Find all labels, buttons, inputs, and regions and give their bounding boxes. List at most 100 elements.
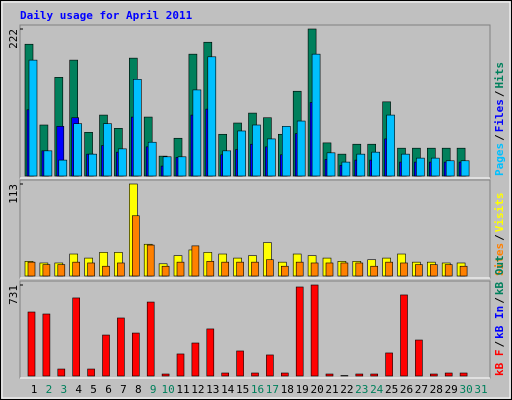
bar — [73, 123, 82, 177]
bar — [386, 114, 395, 177]
bar — [266, 354, 274, 377]
x-tick-label: 7 — [120, 383, 127, 396]
bar — [27, 261, 36, 277]
bar — [460, 160, 470, 177]
legend-entry: Files — [493, 99, 506, 132]
x-tick-label: 19 — [296, 383, 309, 396]
bar — [356, 153, 366, 177]
bar — [267, 138, 276, 177]
legend-entry: Hits — [493, 62, 506, 89]
bar — [147, 141, 157, 177]
bar — [237, 130, 246, 177]
bar — [251, 372, 259, 377]
bar — [222, 150, 231, 177]
x-tick-label: 1 — [31, 383, 38, 396]
bar — [207, 56, 217, 177]
x-tick-label: 9 — [150, 383, 157, 396]
bar — [355, 262, 364, 277]
legend-entry: kB F — [493, 350, 506, 377]
bar — [176, 261, 185, 277]
x-tick-label: 6 — [105, 383, 112, 396]
bar — [430, 157, 440, 177]
bar — [27, 311, 36, 377]
bar — [370, 265, 379, 277]
bar — [280, 265, 289, 277]
legend-entry: Sites — [493, 243, 506, 276]
x-tick-label: 17 — [266, 383, 279, 396]
bar — [57, 264, 66, 277]
x-tick-label: 2 — [46, 383, 53, 396]
x-tick-label: 16 — [251, 383, 264, 396]
x-tick-label: 12 — [191, 383, 204, 396]
x-tick-label: 5 — [90, 383, 97, 396]
x-tick-label: 28 — [430, 383, 443, 396]
bar — [58, 159, 68, 177]
bar — [221, 372, 229, 377]
bar — [132, 215, 140, 277]
bar — [444, 264, 453, 277]
bar — [102, 334, 110, 377]
x-tick-label: 13 — [206, 383, 219, 396]
bar — [400, 262, 408, 277]
x-tick-label: 20 — [310, 383, 323, 396]
legend-entry: kB In — [493, 306, 506, 339]
bar — [400, 294, 408, 377]
bar — [191, 245, 200, 277]
bar — [206, 261, 215, 277]
chart-title: Daily usage for April 2011 — [20, 9, 193, 22]
legend-separator: / — [493, 90, 506, 97]
legend: Pages/Files/Hits — [493, 62, 506, 176]
x-tick-label: 14 — [221, 383, 235, 396]
bar — [206, 328, 215, 377]
bar — [87, 262, 95, 277]
legend-entry: Visits — [493, 193, 506, 233]
bar — [340, 262, 349, 277]
bar — [117, 317, 125, 377]
bar — [146, 301, 155, 377]
legend-separator: / — [493, 234, 506, 241]
bar — [42, 313, 51, 377]
y-tick-label: 222 — [7, 29, 20, 49]
bar — [325, 373, 334, 377]
bar — [28, 59, 38, 177]
x-tick-label: 21 — [325, 383, 338, 396]
bar — [43, 150, 53, 177]
x-tick-label: 24 — [370, 383, 384, 396]
legend-separator: / — [493, 341, 506, 348]
bar — [161, 265, 170, 277]
bar — [57, 368, 66, 377]
x-tick-label: 31 — [474, 383, 487, 396]
bar — [118, 148, 127, 177]
bar — [132, 332, 140, 377]
panel — [19, 280, 491, 379]
x-tick-label: 18 — [281, 383, 294, 396]
x-tick-label: 22 — [340, 383, 353, 396]
x-tick-label: 11 — [176, 383, 189, 396]
bar — [444, 372, 453, 377]
bar — [385, 352, 393, 377]
bar — [42, 264, 51, 277]
bar — [371, 151, 381, 177]
bar — [295, 261, 304, 277]
bar — [326, 152, 336, 177]
bar — [429, 264, 438, 277]
x-tick-label: 8 — [135, 383, 142, 396]
x-tick-label: 4 — [75, 383, 82, 396]
bar — [162, 156, 172, 177]
bar — [192, 89, 202, 177]
x-tick-label: 27 — [415, 383, 428, 396]
bar — [117, 262, 125, 277]
bar — [281, 126, 291, 177]
legend-entry: kB Out — [493, 255, 506, 295]
bar — [280, 372, 289, 377]
bar — [401, 153, 410, 177]
x-tick-label: 10 — [161, 383, 174, 396]
y-tick-label: 113 — [7, 184, 20, 204]
bar — [341, 161, 351, 177]
bar — [177, 156, 187, 177]
bar — [429, 373, 438, 377]
y-tick-label: 731 — [7, 285, 20, 305]
x-tick-label: 25 — [385, 383, 398, 396]
bar — [146, 244, 155, 277]
